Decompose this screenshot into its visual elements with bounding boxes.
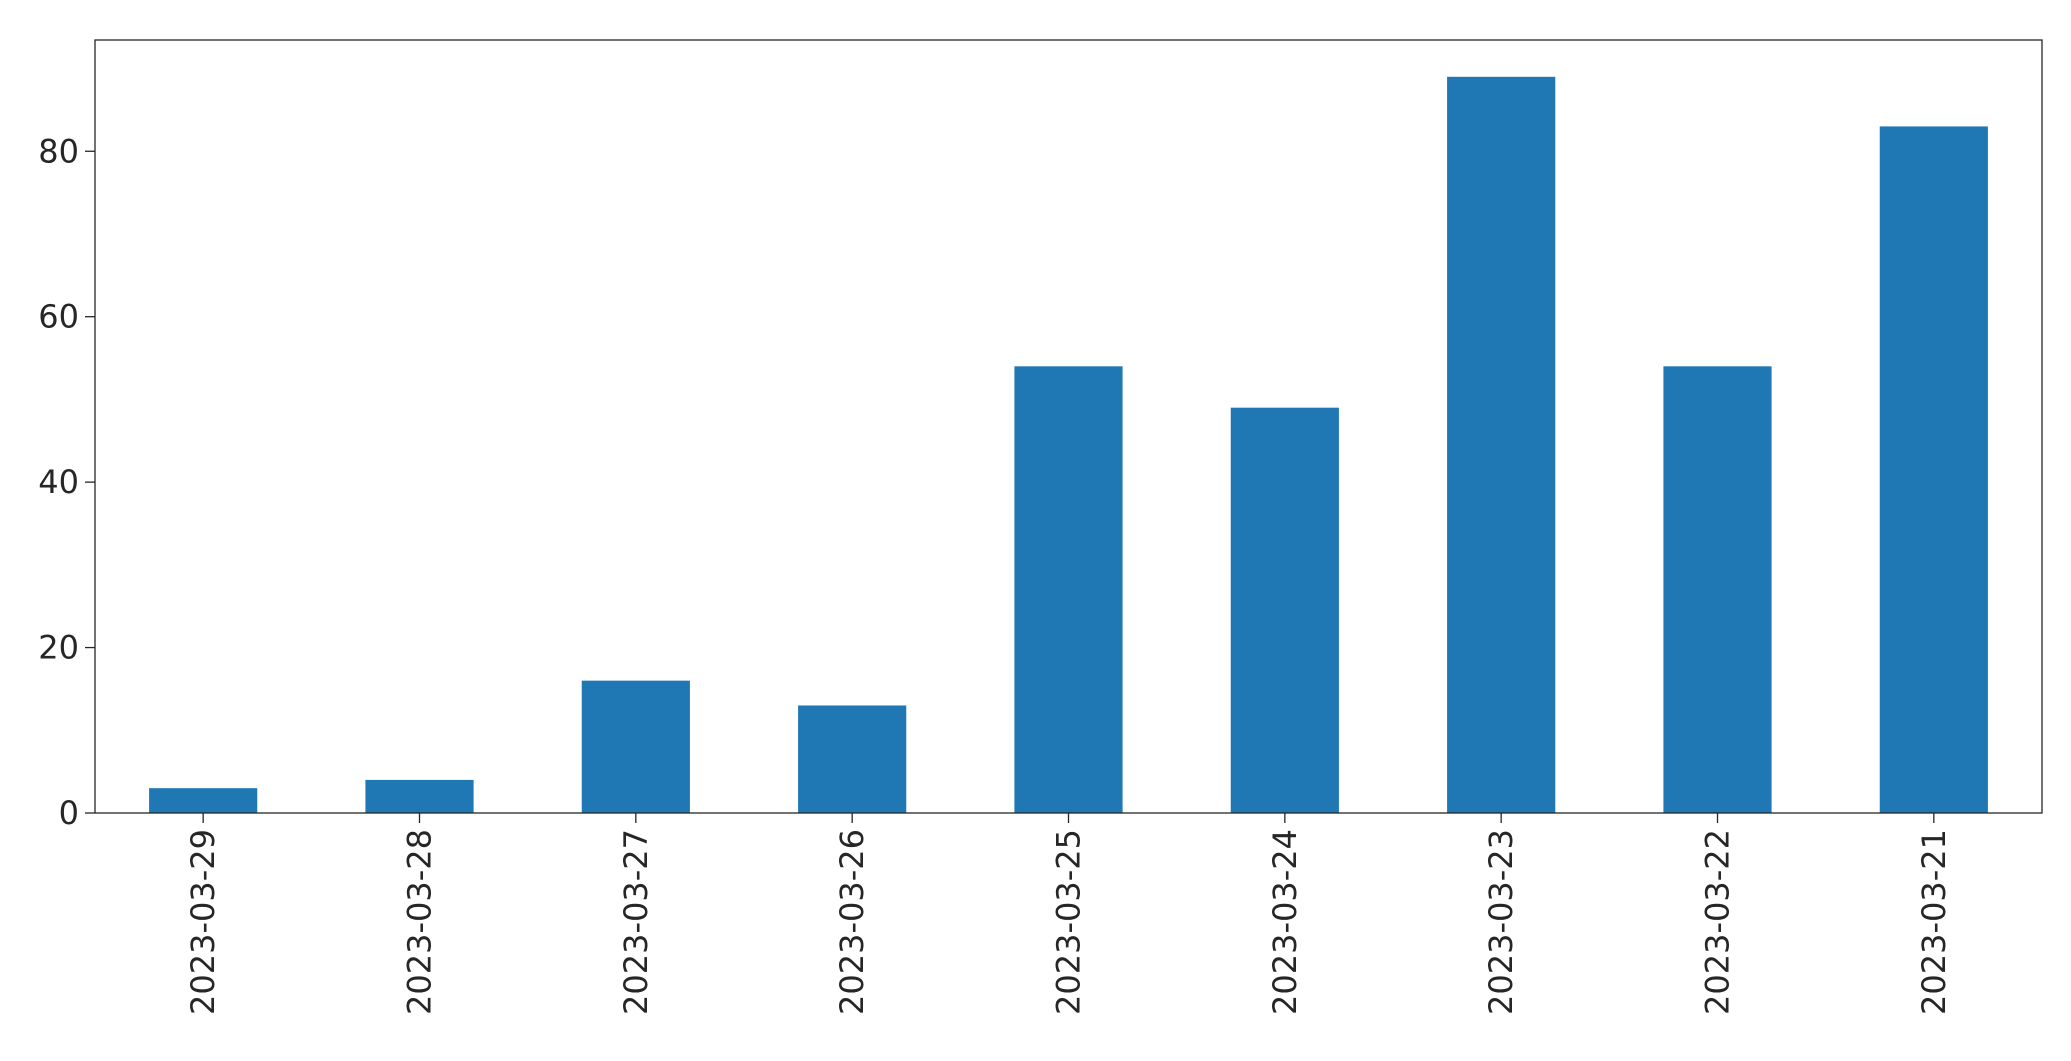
- bar-2023-03-21: [1879, 126, 1988, 813]
- x-tick-label: 2023-03-21: [1915, 829, 1953, 1015]
- bar-2023-03-24: [1230, 407, 1339, 813]
- x-tick-label: 2023-03-24: [1266, 829, 1304, 1015]
- bars-group: [149, 76, 1988, 814]
- bar-2023-03-27: [581, 680, 690, 813]
- x-tick-label: 2023-03-28: [401, 829, 439, 1015]
- plot-frame: [94, 39, 2043, 814]
- y-tick-label: 20: [38, 629, 79, 667]
- y-tick-label: 60: [38, 298, 79, 336]
- x-tick-label: 2023-03-23: [1482, 829, 1520, 1015]
- y-tick-label: 0: [59, 794, 79, 832]
- bar-2023-03-26: [798, 705, 907, 813]
- bar-2023-03-25: [1014, 366, 1123, 813]
- x-tick-label: 2023-03-26: [833, 829, 871, 1015]
- y-tick-label: 80: [38, 132, 79, 170]
- y-axis: 0 20 40 60 80: [38, 132, 95, 832]
- bar-2023-03-23: [1447, 76, 1556, 814]
- x-tick-label: 2023-03-27: [617, 829, 655, 1015]
- bar-2023-03-28: [365, 779, 474, 813]
- bar-2023-03-29: [149, 788, 258, 813]
- y-tick-label: 40: [38, 463, 79, 501]
- x-axis: 2023-03-29 2023-03-28 2023-03-27 2023-03-26…: [184, 813, 1953, 1015]
- x-tick-label: 2023-03-29: [184, 829, 222, 1015]
- x-tick-label: 2023-03-22: [1699, 829, 1737, 1015]
- bar-2023-03-22: [1663, 366, 1772, 813]
- x-tick-label: 2023-03-25: [1050, 829, 1088, 1015]
